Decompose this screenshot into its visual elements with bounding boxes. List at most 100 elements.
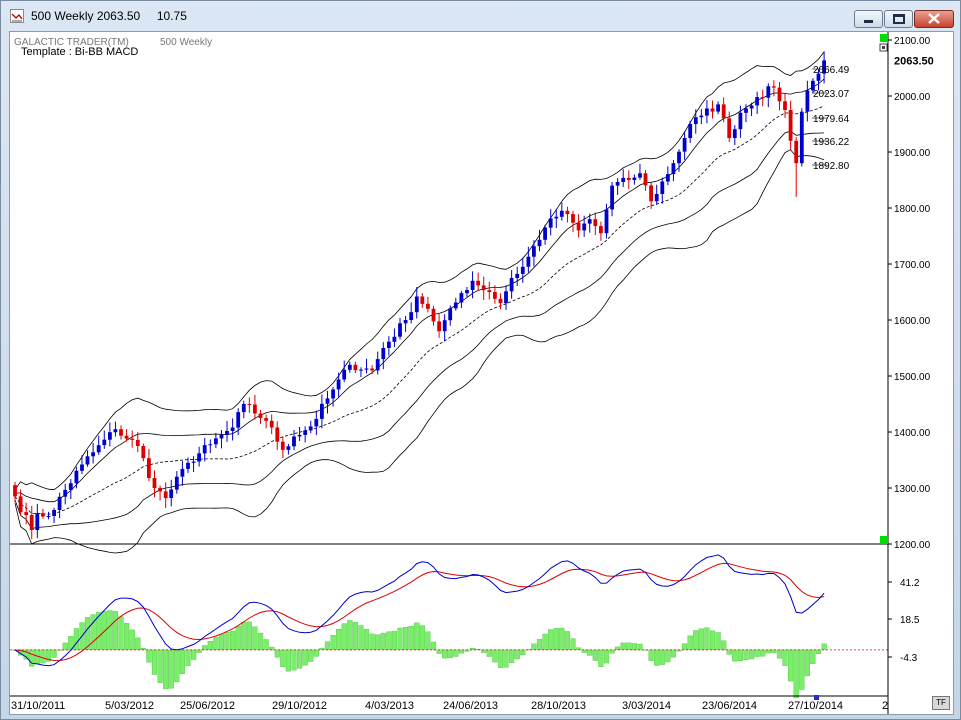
candle-body bbox=[688, 124, 693, 138]
candle-body bbox=[392, 336, 397, 342]
minimize-button[interactable] bbox=[854, 10, 883, 28]
histogram-bar bbox=[737, 649, 744, 662]
price-tick-label: 2000.00 bbox=[894, 92, 931, 103]
histogram-bar bbox=[765, 649, 771, 654]
candle-body bbox=[515, 273, 520, 278]
lower-outer-band bbox=[14, 149, 825, 554]
candle-body bbox=[721, 104, 726, 119]
timeframe-button[interactable]: TF bbox=[932, 696, 950, 710]
chart-area[interactable]: GALACTIC TRADER(TM) 500 Weekly Template … bbox=[9, 31, 954, 715]
candle-body bbox=[420, 296, 425, 304]
close-button[interactable] bbox=[914, 10, 954, 28]
histogram-bar bbox=[118, 616, 124, 651]
candle-body bbox=[370, 368, 374, 371]
candle-body bbox=[253, 404, 257, 414]
candle-body bbox=[241, 404, 246, 413]
date-cursor-marker[interactable] bbox=[814, 695, 819, 700]
histogram-bar bbox=[62, 642, 68, 651]
histogram-bar bbox=[202, 645, 208, 651]
candle-body bbox=[63, 489, 68, 497]
date-tick-label: 28/10/2013 bbox=[531, 700, 586, 712]
candle-body bbox=[180, 468, 185, 477]
title-bar[interactable]: 500 Weekly 2063.50 10.75 bbox=[1, 1, 960, 31]
candle-body bbox=[214, 438, 218, 445]
scroll-marker-bottom[interactable] bbox=[880, 536, 888, 544]
candle-body bbox=[437, 321, 441, 332]
histogram-bar bbox=[190, 649, 197, 660]
candle-body bbox=[364, 368, 369, 370]
candle-body bbox=[29, 515, 34, 530]
candle-body bbox=[811, 80, 815, 91]
date-tick-label: 25/06/2012 bbox=[180, 700, 235, 712]
candle-body bbox=[727, 118, 732, 138]
histogram-bar bbox=[414, 622, 420, 651]
candle-body bbox=[152, 478, 157, 488]
candle-body bbox=[649, 185, 653, 202]
date-tick-label: 24/06/2013 bbox=[443, 700, 498, 712]
histogram-bar bbox=[241, 622, 247, 651]
candle-body bbox=[710, 108, 715, 112]
candle-body bbox=[442, 320, 447, 332]
candle-body bbox=[57, 496, 62, 510]
histogram-bar bbox=[280, 649, 286, 668]
candle-body bbox=[760, 97, 765, 99]
candle-body bbox=[169, 489, 174, 498]
band-level-label: 2023.07 bbox=[813, 89, 850, 100]
middle-band bbox=[14, 105, 825, 515]
maximize-icon bbox=[893, 14, 905, 24]
histogram-bar bbox=[804, 649, 811, 677]
maximize-button[interactable] bbox=[884, 10, 913, 28]
band-level-label: 1979.64 bbox=[813, 114, 850, 125]
candle-body bbox=[113, 429, 118, 433]
price-chart[interactable]: GALACTIC TRADER(TM) 500 Weekly Template … bbox=[10, 32, 953, 714]
panel-toggle-icon-dot bbox=[882, 46, 885, 49]
candle-body bbox=[292, 436, 296, 447]
macd-tick-label: 41.2 bbox=[900, 578, 920, 589]
candle-body bbox=[431, 308, 436, 322]
signal-line bbox=[14, 562, 825, 662]
candle-body bbox=[822, 60, 826, 74]
histogram-bar bbox=[743, 649, 749, 661]
band-level-label: 2066.49 bbox=[813, 65, 850, 76]
candle-body bbox=[582, 223, 587, 231]
candle-body bbox=[481, 285, 486, 291]
candle-body bbox=[682, 138, 687, 152]
candle-body bbox=[738, 112, 743, 130]
histogram-bar bbox=[336, 629, 342, 651]
candle-body bbox=[526, 256, 531, 267]
candle-body bbox=[325, 398, 330, 404]
histogram-bar bbox=[637, 643, 643, 651]
candle-body bbox=[805, 90, 810, 112]
histogram-bar bbox=[788, 649, 794, 682]
histogram-bar bbox=[603, 649, 610, 664]
date-tick-label: 29/10/2012 bbox=[272, 700, 327, 712]
candle-body bbox=[269, 420, 274, 428]
histogram-bar bbox=[470, 648, 476, 651]
candle-body bbox=[297, 434, 302, 437]
histogram-bar bbox=[782, 649, 788, 666]
histogram-bar bbox=[670, 649, 677, 658]
candle-body bbox=[119, 429, 123, 436]
current-price-label: 2063.50 bbox=[894, 55, 934, 67]
histogram-bar bbox=[425, 631, 431, 651]
candle-body bbox=[225, 431, 229, 435]
scroll-marker-top[interactable] bbox=[880, 34, 888, 42]
candle-body bbox=[493, 292, 497, 299]
histogram-bar bbox=[709, 630, 716, 651]
candle-body bbox=[286, 446, 291, 450]
candle-body bbox=[174, 476, 179, 490]
price-tick-label: 1500.00 bbox=[894, 372, 931, 383]
histogram-bar bbox=[51, 649, 57, 658]
candle-body bbox=[783, 101, 787, 110]
histogram-bar bbox=[648, 649, 654, 661]
candle-body bbox=[202, 445, 207, 454]
histogram-bar bbox=[375, 634, 381, 651]
candle-body bbox=[35, 513, 40, 530]
histogram-bar bbox=[246, 621, 253, 651]
candle-body bbox=[766, 86, 771, 98]
histogram-bar bbox=[704, 627, 710, 651]
candle-body bbox=[308, 426, 313, 431]
candle-body bbox=[414, 296, 419, 313]
histogram-bar bbox=[347, 620, 353, 651]
histogram-bar bbox=[386, 631, 392, 651]
